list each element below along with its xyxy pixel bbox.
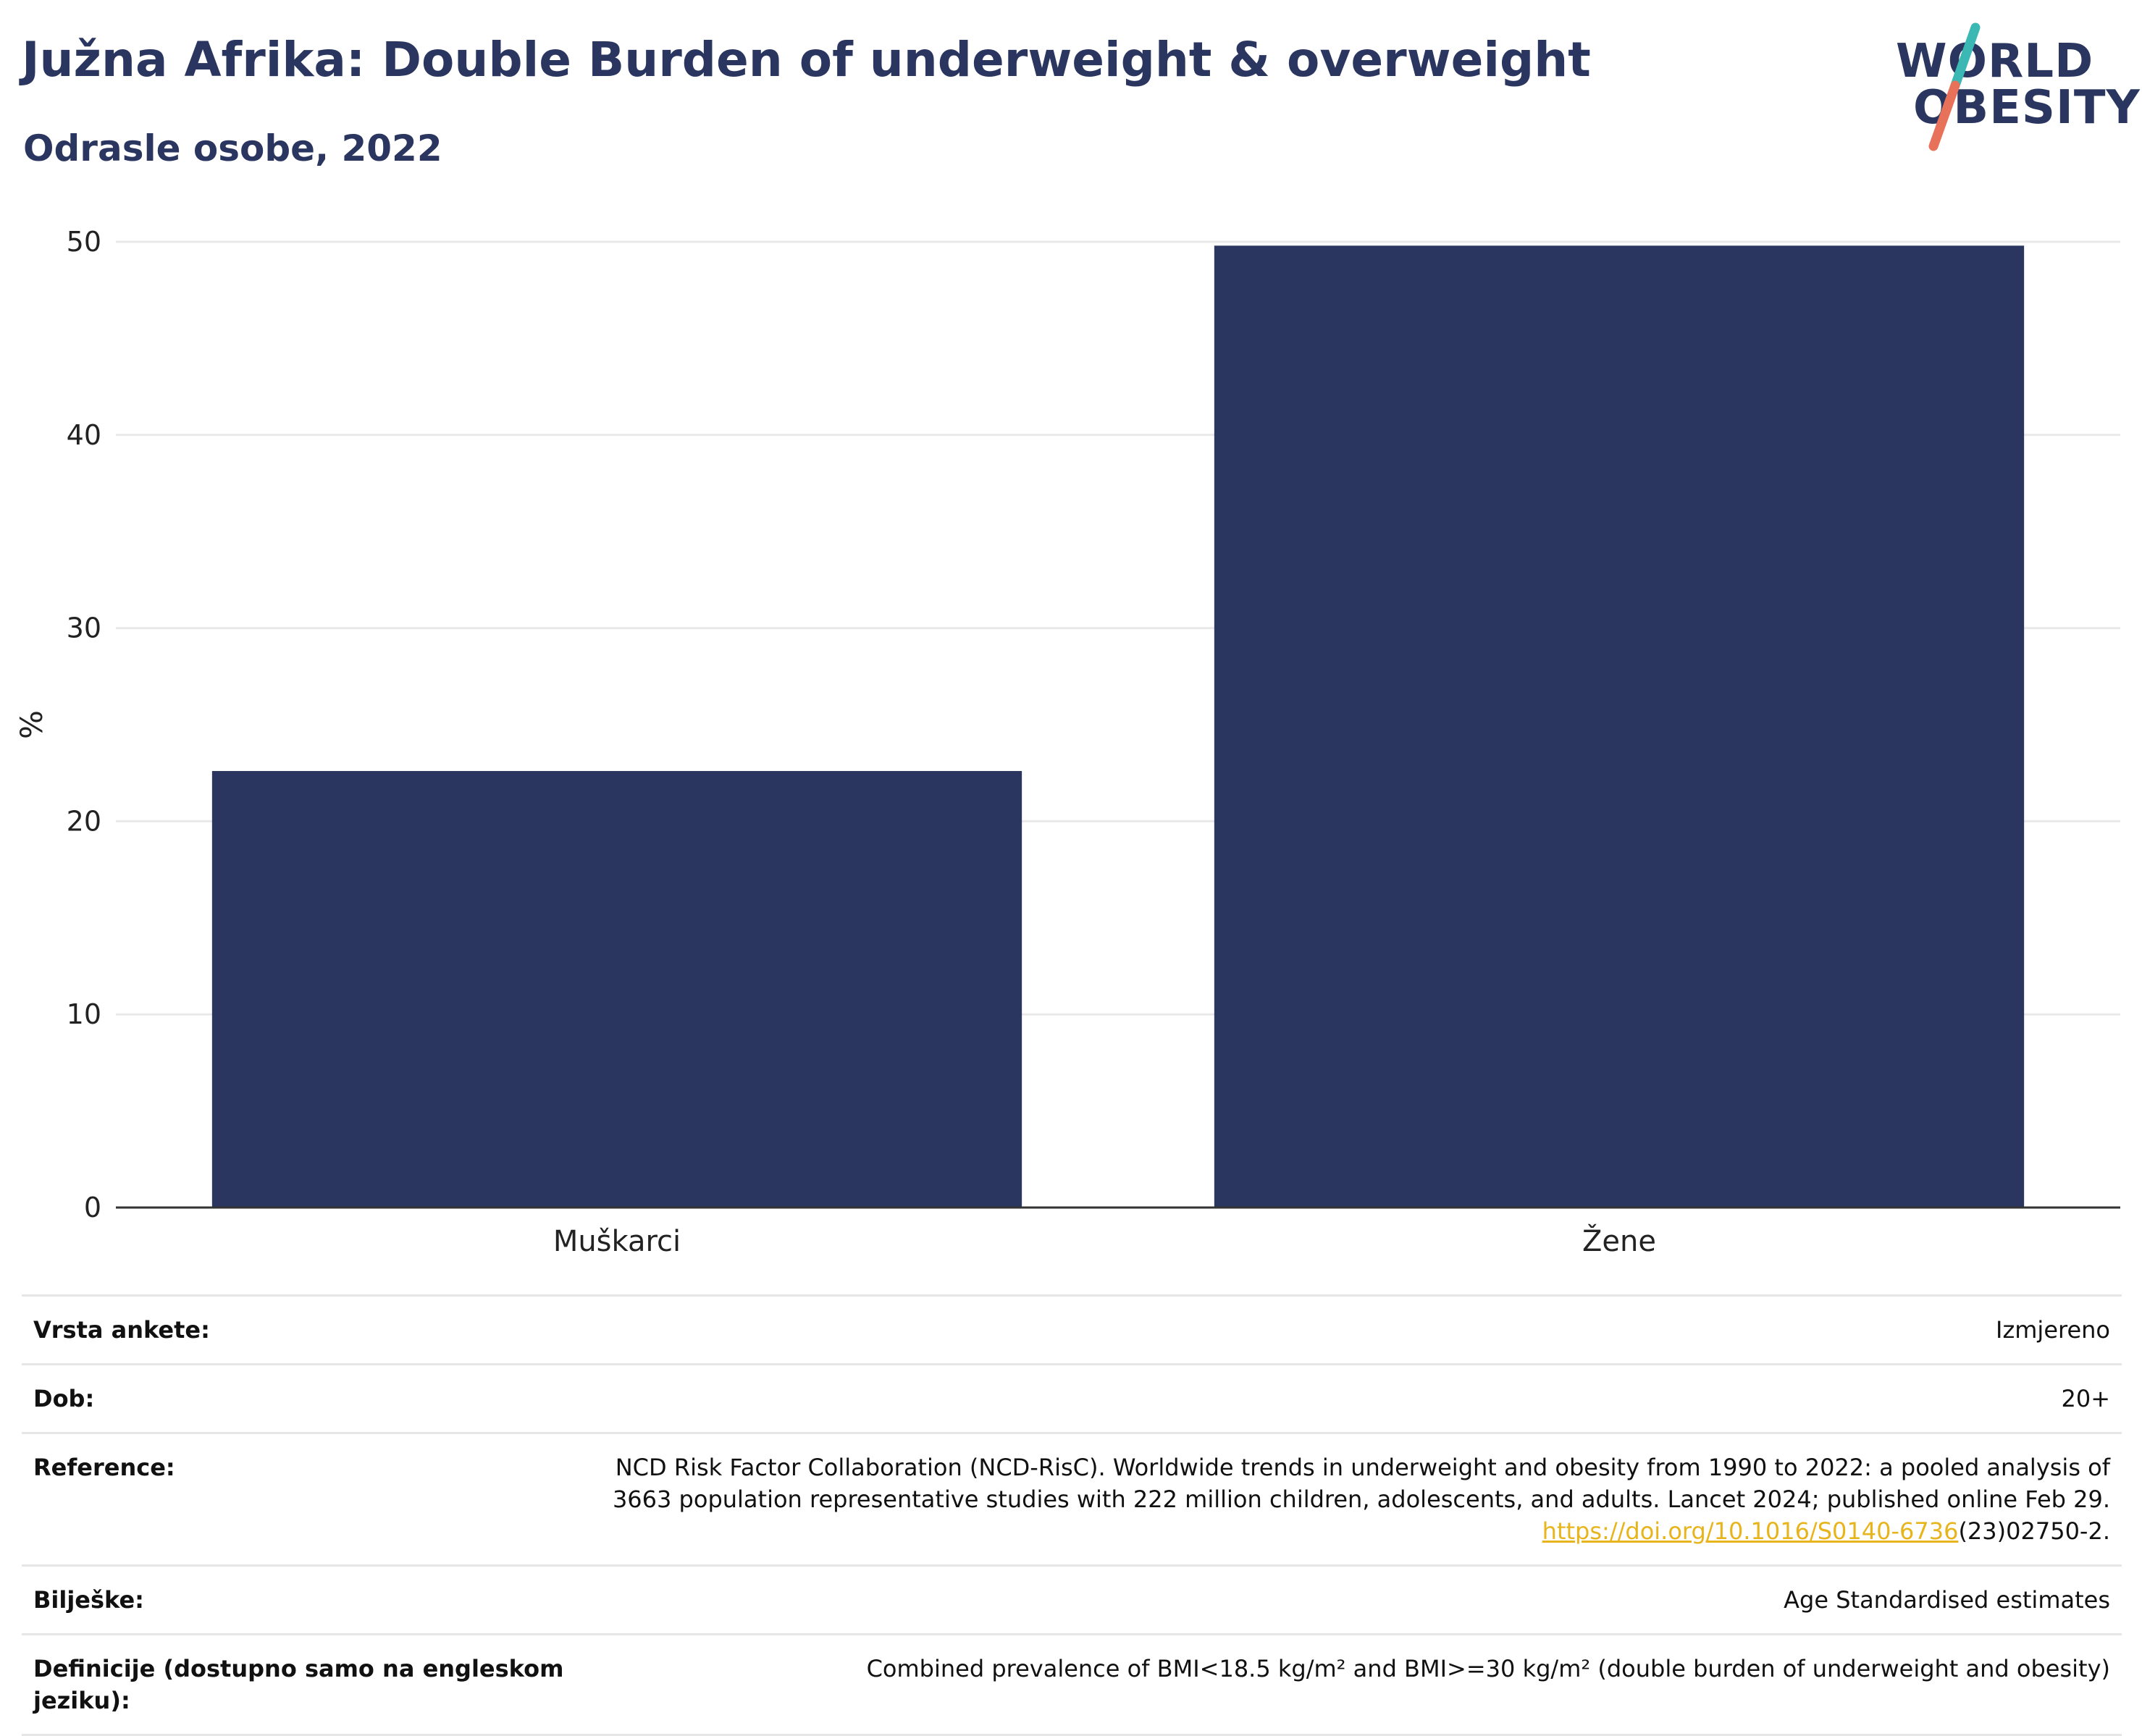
bar-chart: 0 10 20 30 40 50 Muškarci Žene % [14,226,2120,1252]
x-tick-label: Žene [1582,1223,1656,1252]
info-value: Combined prevalence of BMI<18.5 kg/m² an… [595,1633,2122,1736]
info-value: 20+ [595,1363,2122,1433]
x-axis-labels: Muškarci Žene [553,1223,1656,1252]
page-title: Južna Afrika: Double Burden of underweig… [22,32,1591,88]
y-axis-title: % [14,710,49,739]
info-label: Vrsta ankete: [22,1294,595,1365]
page-subtitle: Odrasle osobe, 2022 [23,127,442,169]
info-row-age: Dob: 20+ [22,1363,2122,1433]
bars [211,245,2025,1208]
world-obesity-logo[interactable]: WORLD OBESITY [1883,22,2140,152]
y-tick-label: 50 [67,226,101,258]
info-value: Izmjereno [595,1294,2122,1365]
bar[interactable] [211,771,1022,1208]
info-value-reference: NCD Risk Factor Collaboration (NCD-RisC)… [595,1432,2122,1566]
doi-link[interactable]: https://doi.org/10.1016/S0140-6736 [1542,1517,1959,1545]
logo-line1: WORLD [1896,35,2094,88]
x-tick-label: Muškarci [553,1225,681,1252]
info-label: Reference: [22,1432,595,1566]
info-label: Dob: [22,1363,595,1433]
doi-suffix: (23)02750-2. [1958,1517,2110,1545]
y-tick-label: 10 [67,998,101,1030]
logo-slash-icon [1928,22,1981,151]
info-label: Definicije (dostupno samo na engleskom j… [22,1633,595,1736]
info-row-definitions: Definicije (dostupno samo na engleskom j… [22,1633,2122,1736]
y-tick-label: 0 [84,1192,101,1223]
bar[interactable] [1214,245,2025,1208]
info-label: Bilješke: [22,1564,595,1635]
y-tick-label: 20 [67,805,101,837]
info-table: Vrsta ankete: Izmjereno Dob: 20+ Referen… [22,1294,2122,1736]
info-value: Age Standardised estimates [595,1564,2122,1635]
info-row-notes: Bilješke: Age Standardised estimates [22,1564,2122,1635]
y-axis-ticks: 0 10 20 30 40 50 [67,226,101,1223]
info-row-survey-type: Vrsta ankete: Izmjereno [22,1294,2122,1365]
y-tick-label: 40 [67,419,101,451]
reference-text: NCD Risk Factor Collaboration (NCD-RisC)… [612,1454,2110,1513]
y-tick-label: 30 [67,612,101,644]
info-row-reference: Reference: NCD Risk Factor Collaboration… [22,1432,2122,1566]
